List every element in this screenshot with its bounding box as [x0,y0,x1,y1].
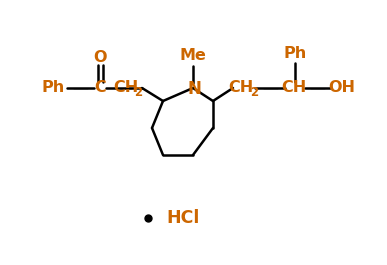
Text: Ph: Ph [41,81,65,95]
Text: 2: 2 [134,86,142,99]
Text: 2: 2 [250,86,258,99]
Text: —: — [72,81,88,95]
Text: OH: OH [329,81,356,95]
Text: —: — [309,81,325,95]
Text: CH: CH [113,81,139,95]
Text: CH: CH [228,81,253,95]
Text: —: — [262,81,278,95]
Text: N: N [187,80,201,98]
Text: CH: CH [281,81,307,95]
Text: —: — [116,81,132,95]
Text: C: C [94,81,106,95]
Text: Ph: Ph [283,46,307,61]
Text: O: O [93,50,107,64]
Text: HCl: HCl [166,209,200,227]
Text: Me: Me [180,48,206,64]
